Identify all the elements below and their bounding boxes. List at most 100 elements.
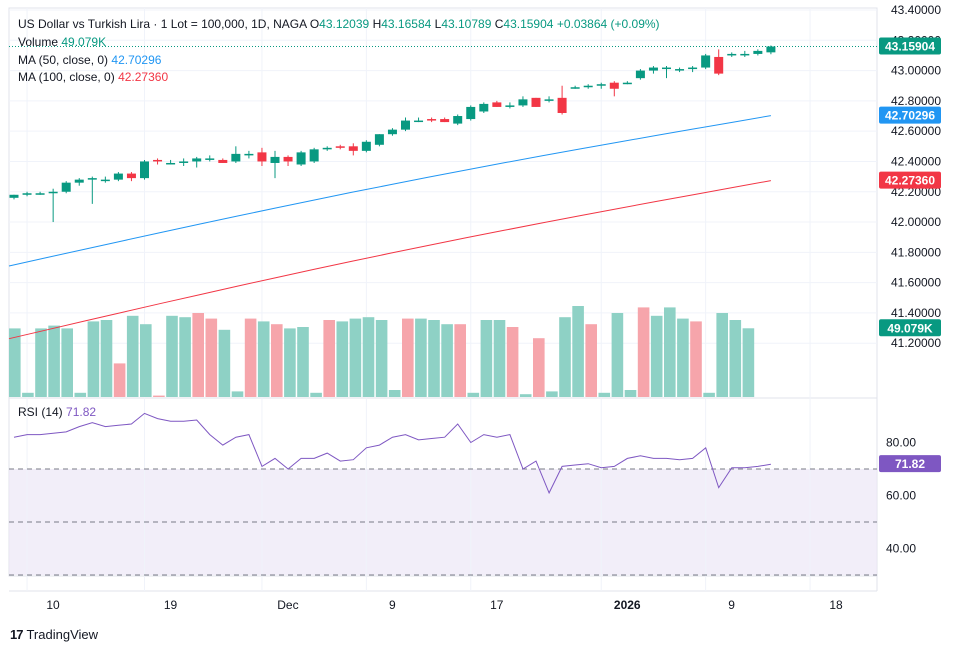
candle-body: [22, 193, 32, 195]
price-tick-label: 41.60000: [891, 276, 941, 290]
candle-body: [48, 191, 58, 194]
volume-bar: [703, 392, 715, 397]
candle-body: [583, 85, 593, 88]
volume-legend: Volume 49.079K: [18, 35, 106, 49]
candle-body: [231, 153, 241, 162]
volume-bar: [61, 328, 73, 397]
volume-bar: [624, 390, 637, 397]
volume-bar: [48, 325, 60, 397]
change-value: +0.03864 (+0.09%): [556, 17, 660, 31]
ma50-legend: MA (50, close, 0) 42.70296: [18, 53, 161, 67]
low-value: 43.10789: [441, 17, 492, 31]
volume-bar: [126, 315, 139, 397]
volume-bar: [467, 392, 480, 397]
volume-bar: [35, 328, 47, 397]
volume-bar: [87, 321, 100, 397]
candle-body: [727, 53, 737, 56]
ma100-tag: 42.27360: [885, 174, 935, 188]
volume-bar: [742, 328, 755, 397]
price-tick-label: 41.40000: [891, 306, 941, 320]
price-tick-label: 41.20000: [891, 336, 941, 350]
candle-body: [113, 173, 123, 180]
volume-bar: [533, 338, 545, 397]
volume-bar: [140, 324, 152, 397]
candle-body: [309, 149, 319, 162]
high-label: H: [372, 17, 382, 31]
candle-body: [270, 156, 280, 163]
ma100-value: 42.27360: [118, 70, 169, 84]
price-tick-label: 43.40000: [891, 3, 941, 17]
volume-bar: [415, 318, 427, 397]
candle-body: [505, 105, 515, 107]
volume-bar: [74, 392, 87, 397]
ma100-tag-bg: [879, 171, 941, 189]
volume-bar: [231, 391, 244, 397]
candle-body: [244, 153, 254, 156]
rsi-tag: 71.82: [895, 457, 925, 471]
rsi-line: [13, 412, 771, 495]
candle-body: [688, 67, 698, 70]
volume-bar: [192, 313, 204, 397]
volume-bar: [729, 320, 742, 397]
time-tick-label: 19: [164, 598, 178, 612]
ma100-label: MA (100, close, 0): [18, 70, 115, 84]
candle-body: [9, 194, 19, 198]
volume-bar: [323, 320, 335, 397]
candle-body: [479, 103, 489, 112]
volume-bar: [480, 320, 493, 397]
ma50-tag-bg: [879, 106, 941, 124]
candle-body: [531, 97, 541, 107]
volume-bar: [9, 328, 21, 397]
volume-bar: [454, 324, 466, 397]
volume-bar: [637, 307, 650, 397]
volume-bar: [441, 324, 453, 397]
candle-body: [87, 178, 97, 180]
volume-bar: [22, 392, 34, 397]
volume-tag: 49.079K: [887, 321, 933, 335]
time-tick-label: 17: [490, 598, 504, 612]
candle-body: [596, 84, 606, 86]
candle-body: [427, 119, 437, 121]
volume-label: Volume: [18, 35, 59, 49]
volume-bar: [611, 313, 624, 397]
price-tick-label: 41.80000: [891, 245, 941, 259]
volume-bar: [297, 327, 309, 397]
candle-body: [492, 102, 502, 107]
brand-name: TradingView: [26, 627, 99, 642]
volume-bar: [546, 391, 558, 397]
close-label: C: [494, 17, 504, 31]
rsi-tick-label: 60.00: [886, 489, 916, 503]
time-tick-label: Dec: [277, 598, 298, 612]
volume-bar: [166, 315, 178, 397]
volume-bar: [153, 395, 165, 397]
ma100-legend: MA (100, close, 0) 42.27360: [18, 70, 168, 84]
tradingview-logo-icon: 17: [10, 627, 24, 642]
volume-bar: [559, 317, 571, 397]
candle-body: [374, 134, 384, 145]
time-tick-label: 10: [46, 598, 60, 612]
volume-bar: [205, 318, 218, 397]
candle-body: [126, 173, 136, 179]
high-value: 43.16584: [381, 17, 432, 31]
symbol-title: US Dollar vs Turkish Lira · 1 Lot = 100,…: [18, 17, 307, 31]
close-value: 43.15904: [503, 17, 554, 31]
volume-bar: [598, 392, 611, 397]
tradingview-logo[interactable]: 17 TradingView: [10, 627, 98, 642]
candle-body: [401, 120, 410, 130]
candle-body: [322, 147, 332, 150]
candle-body: [557, 97, 567, 113]
volume-bar: [375, 320, 388, 397]
price-tick-label: 42.40000: [891, 154, 941, 168]
volume-bar: [493, 320, 506, 397]
volume-bar: [690, 321, 702, 397]
candle-body: [544, 99, 554, 101]
volume-bar: [179, 317, 191, 397]
candle-body: [283, 156, 293, 162]
candle-body: [753, 50, 763, 54]
rsi-tick-label: 80.00: [886, 436, 916, 450]
volume-bar: [336, 321, 349, 397]
candle-body: [466, 106, 476, 120]
candle-body: [766, 46, 776, 53]
last-price-tag-bg: [879, 37, 941, 55]
